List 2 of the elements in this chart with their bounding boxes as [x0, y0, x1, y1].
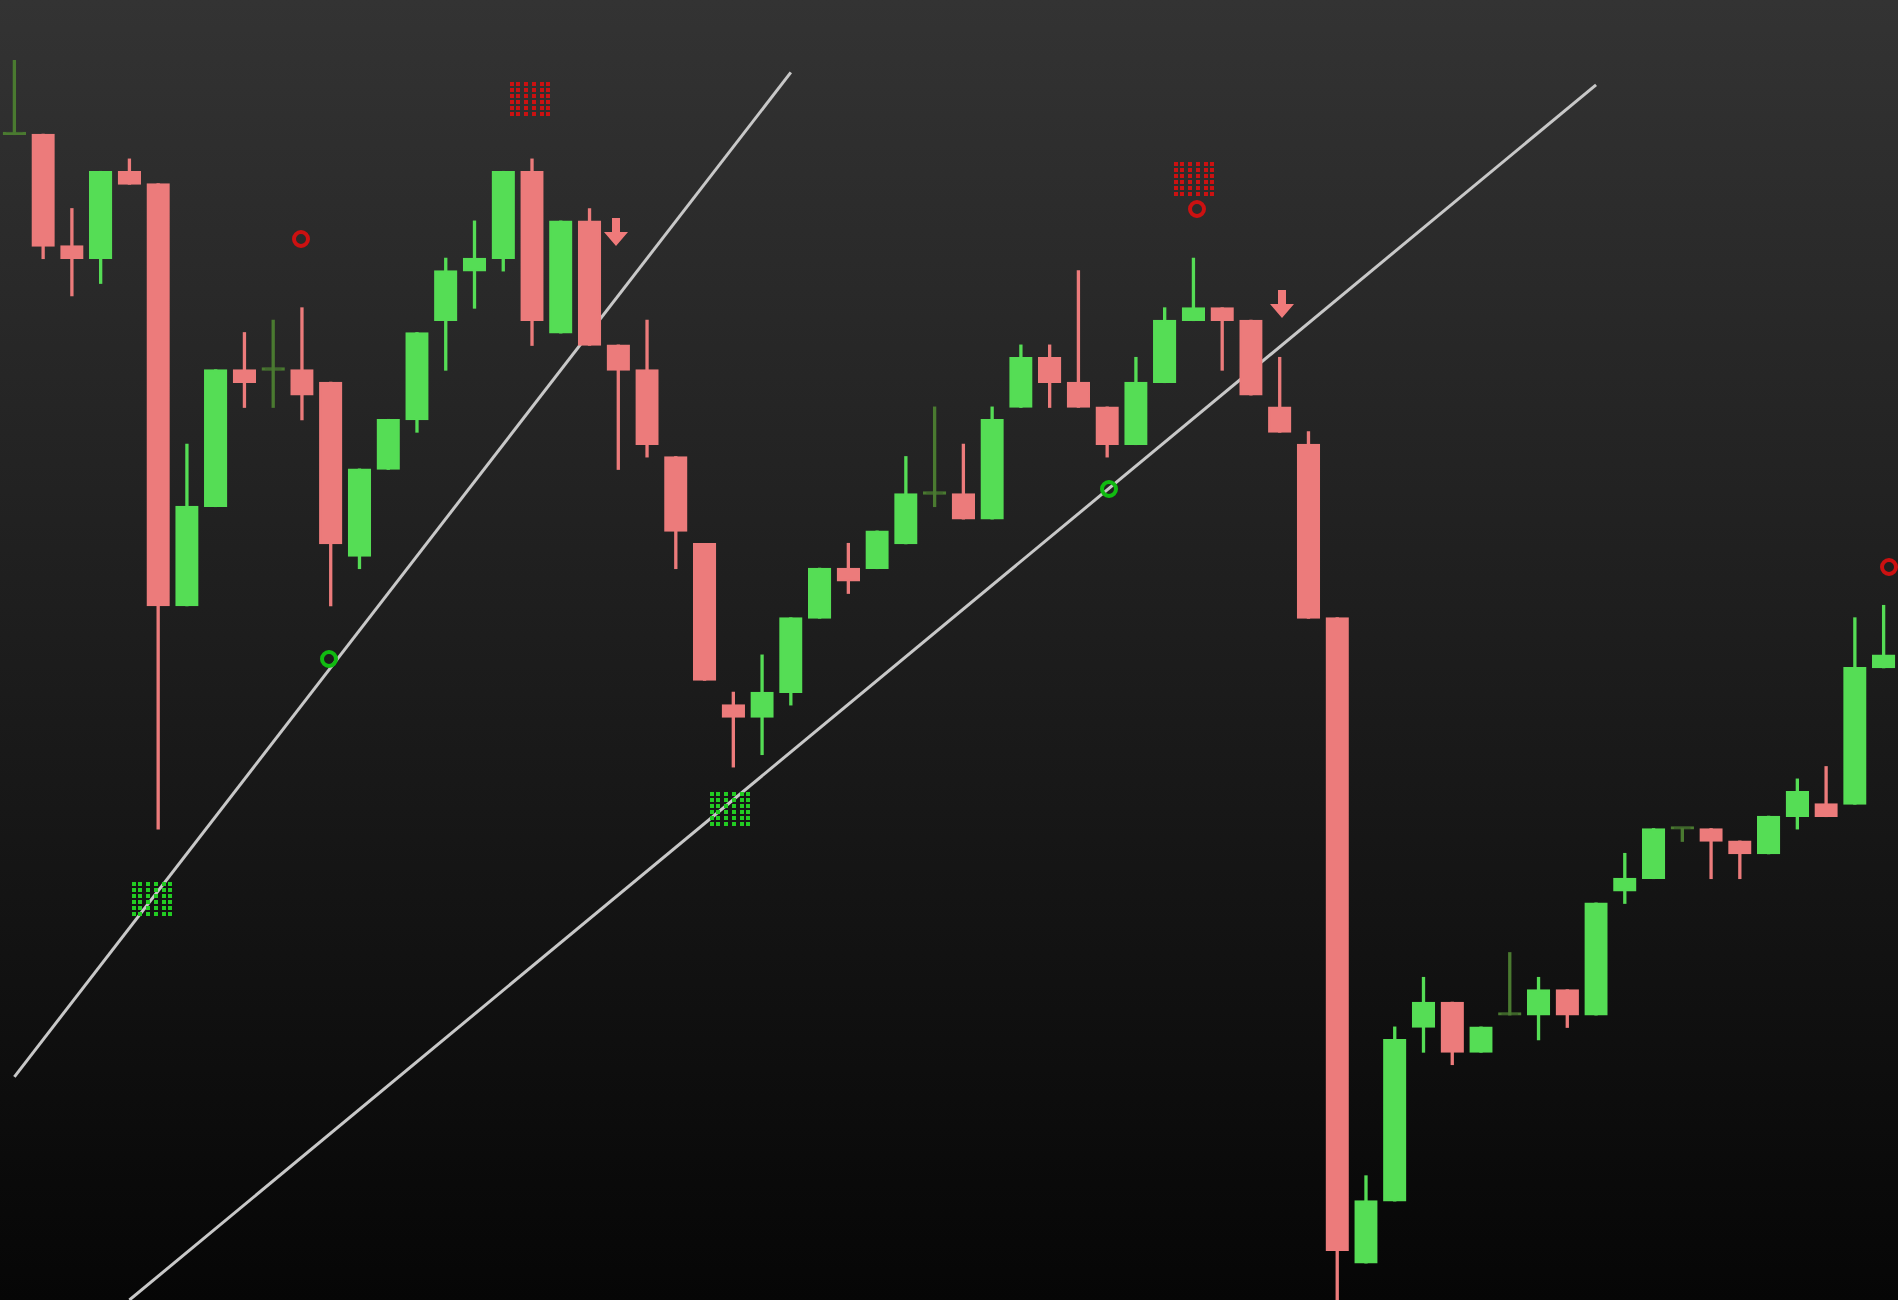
- candlestick: [290, 307, 314, 421]
- candlestick: [60, 208, 84, 297]
